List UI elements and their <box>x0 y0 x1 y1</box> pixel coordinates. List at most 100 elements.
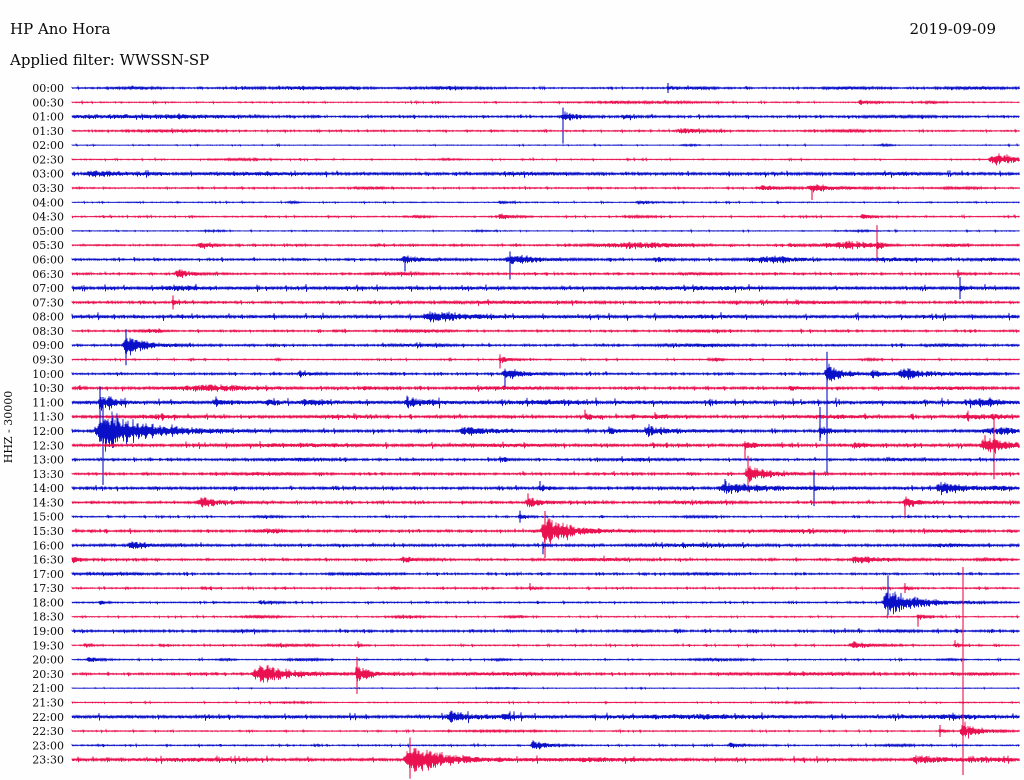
trace-23:00 <box>71 740 1020 750</box>
trace-00:00 <box>71 85 1020 91</box>
time-label: 13:30 <box>32 468 64 481</box>
time-label: 12:30 <box>32 439 64 452</box>
time-label: 05:30 <box>32 239 64 252</box>
trace-18:00 <box>71 591 1020 615</box>
trace-06:30 <box>71 269 1020 279</box>
time-label: 02:00 <box>32 139 64 152</box>
trace-11:30 <box>71 410 1020 422</box>
time-label: 03:30 <box>32 182 64 195</box>
trace-15:00 <box>71 513 1020 520</box>
trace-14:00 <box>71 480 1020 496</box>
trace-22:30 <box>71 721 1020 739</box>
trace-03:30 <box>71 184 1020 193</box>
time-label: 23:30 <box>32 754 64 767</box>
time-label: 22:00 <box>32 711 64 724</box>
time-label: 00:30 <box>32 96 64 109</box>
time-label: 07:00 <box>32 282 64 295</box>
trace-20:30 <box>71 663 1020 683</box>
time-label: 17:30 <box>32 582 64 595</box>
time-label: 13:00 <box>32 454 64 467</box>
trace-02:00 <box>71 142 1020 148</box>
trace-15:30 <box>71 518 1020 545</box>
time-label: 06:30 <box>32 268 64 281</box>
trace-06:00 <box>71 254 1020 265</box>
trace-01:00 <box>71 111 1020 121</box>
time-label: 06:00 <box>32 254 64 267</box>
time-label: 11:00 <box>32 396 64 409</box>
trace-19:30 <box>71 641 1020 649</box>
time-label: 07:30 <box>32 296 64 309</box>
trace-10:30 <box>71 384 1020 392</box>
trace-16:30 <box>71 555 1020 564</box>
time-label: 21:30 <box>32 697 64 710</box>
time-label: 14:00 <box>32 482 64 495</box>
time-label: 04:30 <box>32 211 64 224</box>
trace-04:00 <box>71 199 1020 205</box>
time-label: 19:00 <box>32 625 64 638</box>
time-label: 20:30 <box>32 668 64 681</box>
time-label: 10:30 <box>32 382 64 395</box>
trace-08:30 <box>71 328 1020 334</box>
trace-18:30 <box>71 613 1020 620</box>
time-label: 04:00 <box>32 196 64 209</box>
trace-03:00 <box>71 170 1020 178</box>
time-label: 16:30 <box>32 554 64 567</box>
trace-07:00 <box>71 283 1020 293</box>
trace-00:30 <box>71 99 1020 106</box>
trace-04:30 <box>71 213 1020 220</box>
trace-11:00 <box>71 395 1020 411</box>
time-label: 18:30 <box>32 611 64 624</box>
trace-20:00 <box>71 656 1020 663</box>
trace-10:00 <box>71 363 1020 382</box>
station-title: HP Ano Hora <box>10 20 111 38</box>
trace-05:30 <box>71 240 1020 250</box>
trace-23:30 <box>71 748 1020 772</box>
time-label: 19:30 <box>32 639 64 652</box>
trace-05:00 <box>71 228 1020 234</box>
time-label: 15:00 <box>32 511 64 524</box>
time-label: 12:00 <box>32 425 64 438</box>
time-label: 00:00 <box>32 82 64 95</box>
time-label: 09:00 <box>32 339 64 352</box>
trace-02:30 <box>71 153 1020 166</box>
trace-17:00 <box>71 570 1020 577</box>
time-label: 09:30 <box>32 354 64 367</box>
trace-09:00 <box>71 335 1020 356</box>
time-label: 10:00 <box>32 368 64 381</box>
trace-01:30 <box>71 127 1020 134</box>
trace-07:30 <box>71 297 1020 306</box>
time-label: 08:00 <box>32 311 64 324</box>
trace-12:00 <box>71 411 1020 452</box>
time-label: 17:00 <box>32 568 64 581</box>
time-label: 18:00 <box>32 596 64 609</box>
time-label: 01:00 <box>32 111 64 124</box>
trace-21:30 <box>71 699 1020 706</box>
trace-19:00 <box>71 628 1020 635</box>
trace-13:00 <box>71 456 1020 463</box>
time-label: 08:30 <box>32 325 64 338</box>
record-date: 2019-09-09 <box>909 20 996 38</box>
time-label: 21:00 <box>32 682 64 695</box>
time-label: 02:30 <box>32 153 64 166</box>
trace-12:30 <box>71 438 1020 454</box>
time-label: 11:30 <box>32 411 64 424</box>
time-label: 03:00 <box>32 168 64 181</box>
time-label: 22:30 <box>32 725 64 738</box>
trace-17:30 <box>71 585 1020 592</box>
trace-08:00 <box>71 311 1020 323</box>
time-label: 01:30 <box>32 125 64 138</box>
trace-21:00 <box>71 686 1020 691</box>
trace-14:30 <box>71 496 1020 508</box>
trace-09:30 <box>71 354 1020 364</box>
time-label: 14:30 <box>32 496 64 509</box>
time-label: 05:00 <box>32 225 64 238</box>
time-label: 20:00 <box>32 654 64 667</box>
applied-filter-label: Applied filter: WWSSN-SP <box>10 51 210 69</box>
trace-13:30 <box>71 465 1020 483</box>
trace-22:00 <box>71 710 1020 724</box>
time-label: 16:00 <box>32 539 64 552</box>
time-label: 15:30 <box>32 525 64 538</box>
time-label: 23:00 <box>32 739 64 752</box>
trace-16:00 <box>71 541 1020 549</box>
